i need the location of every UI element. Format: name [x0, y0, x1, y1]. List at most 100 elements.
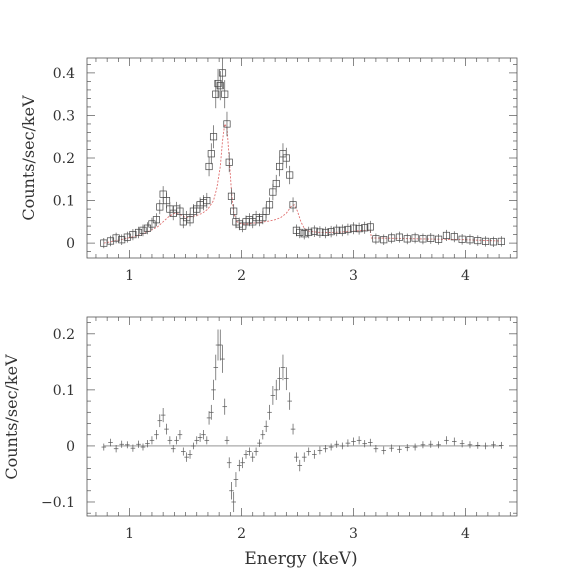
spectrum-x-tick-label: 3: [349, 268, 358, 284]
residual-point: [211, 379, 216, 400]
spectrum-x-tick-label: 2: [237, 268, 246, 284]
residual-point: [170, 445, 176, 453]
residual-point: [263, 420, 269, 433]
residual-point: [483, 442, 488, 450]
data-point: [482, 236, 490, 247]
data-point: [223, 111, 231, 137]
data-marker: [395, 233, 403, 241]
residual-points-group: [101, 329, 504, 513]
residual-point: [459, 440, 465, 448]
data-marker: [321, 228, 330, 237]
data-marker: [139, 226, 147, 234]
residuals-panel: 1 2 3 4 −0.1 0 0.1 0.2 Counts/sec/keV Energy (k…: [2, 316, 518, 569]
residual-point: [125, 441, 130, 449]
data-marker: [216, 82, 224, 90]
data-point: [497, 236, 505, 247]
residual-point: [250, 452, 256, 462]
residuals-y-tick-label: −0.1: [41, 495, 75, 511]
residual-point: [491, 441, 496, 449]
residuals-y-tick-label: 0: [66, 439, 75, 455]
data-point: [338, 224, 346, 237]
residual-point: [167, 436, 173, 445]
spectrum-plot-frame: [86, 57, 518, 259]
data-marker: [355, 225, 363, 233]
residual-point: [297, 459, 303, 472]
residual-point: [213, 354, 219, 381]
residual-point: [381, 446, 387, 455]
data-point: [176, 204, 184, 219]
data-marker: [162, 197, 171, 205]
residuals-x-tick-label: 3: [349, 526, 358, 542]
residuals-y-axis-label: Counts/sec/keV: [2, 354, 21, 480]
data-marker: [152, 216, 160, 224]
data-point: [327, 225, 335, 238]
data-marker: [176, 207, 184, 215]
residual-point: [451, 437, 457, 446]
data-point: [395, 231, 403, 243]
data-marker: [380, 236, 388, 244]
residual-point: [284, 367, 289, 391]
residual-point: [204, 436, 210, 445]
residual-point: [233, 472, 239, 487]
residual-point: [136, 440, 141, 448]
data-marker: [296, 228, 304, 237]
data-marker: [282, 154, 290, 162]
residual-point: [428, 440, 434, 448]
data-marker: [489, 238, 498, 246]
data-marker: [316, 228, 324, 236]
data-marker: [272, 179, 280, 188]
data-point: [123, 231, 131, 243]
data-marker: [497, 237, 505, 245]
data-marker: [450, 233, 458, 241]
data-point: [372, 233, 380, 245]
data-marker: [458, 235, 466, 243]
residual-point: [174, 436, 179, 445]
data-point: [112, 232, 120, 244]
residual-point: [226, 457, 232, 469]
data-point: [100, 238, 108, 249]
spectrum-y-tick-label: 0: [66, 236, 75, 252]
residual-point: [436, 441, 441, 449]
residual-point: [317, 446, 323, 455]
residual-point: [243, 449, 249, 459]
model-curve: [103, 122, 502, 244]
residuals-x-tick-label: 1: [125, 526, 134, 542]
residual-point: [253, 447, 259, 456]
data-marker: [276, 162, 284, 171]
residual-point: [217, 329, 223, 361]
data-marker: [207, 150, 215, 158]
residual-point: [499, 441, 504, 449]
data-marker: [427, 234, 435, 242]
residual-point: [194, 436, 200, 445]
data-marker: [223, 120, 231, 128]
residual-point: [236, 459, 242, 472]
data-point: [207, 143, 215, 165]
residual-point: [334, 440, 340, 448]
data-marker: [388, 234, 396, 242]
data-point: [282, 147, 290, 169]
data-point: [129, 228, 137, 241]
data-marker: [333, 226, 341, 234]
data-marker: [148, 220, 156, 228]
residual-point: [351, 437, 356, 446]
residual-point: [145, 440, 150, 448]
residual-point: [267, 404, 272, 420]
data-marker: [300, 230, 308, 238]
data-point: [205, 156, 213, 177]
residual-point: [229, 482, 234, 500]
data-point: [442, 229, 451, 242]
spectrum-x-tick-label: 4: [461, 268, 470, 284]
data-point: [143, 222, 152, 235]
residual-point: [356, 436, 362, 445]
residual-point: [312, 449, 317, 459]
residual-point: [113, 445, 119, 453]
data-marker: [129, 231, 137, 239]
data-marker: [265, 201, 274, 209]
data-marker: [403, 235, 411, 243]
data-point: [474, 235, 482, 246]
data-point: [344, 223, 352, 236]
residual-point: [397, 445, 402, 454]
data-point: [489, 236, 498, 248]
data-marker: [466, 236, 474, 244]
data-point: [186, 213, 194, 227]
